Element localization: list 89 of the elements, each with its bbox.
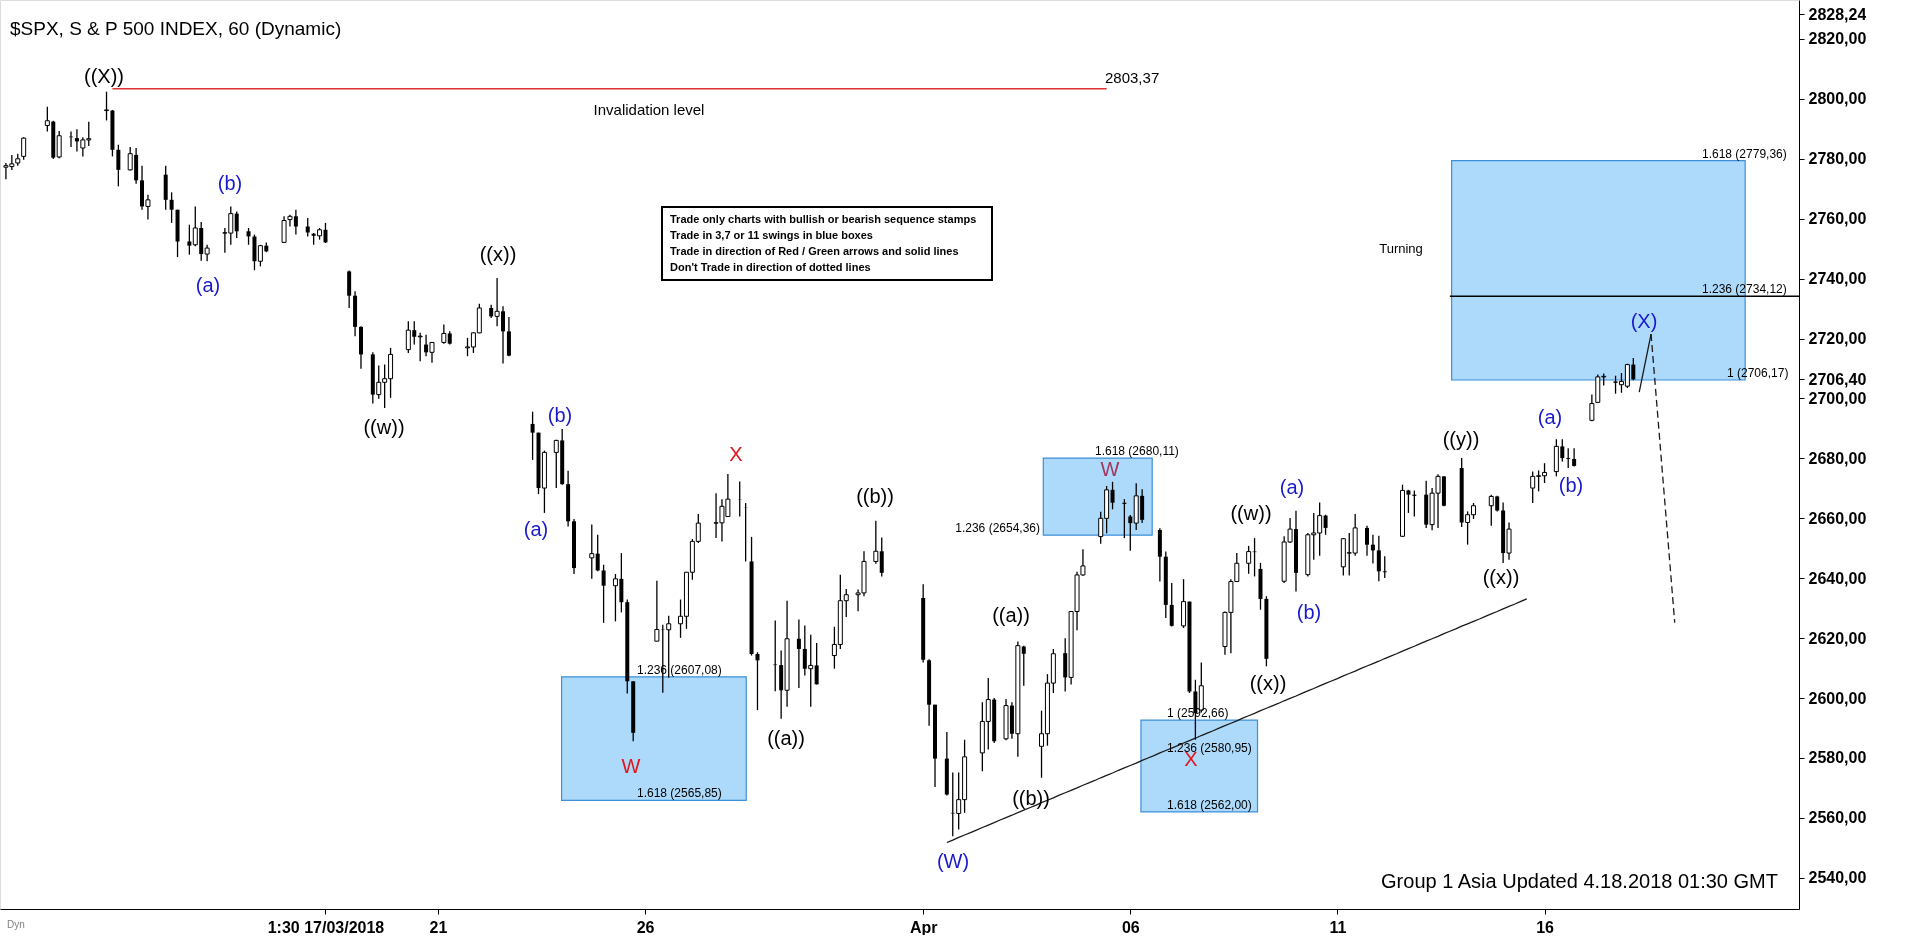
annotation: (b)	[217, 172, 243, 194]
candlestick	[116, 144, 121, 187]
annotation: ((a))	[992, 604, 1030, 626]
annotation: 1.236 (2654,36)	[955, 521, 1040, 535]
y-tick-label: 2600,00	[1808, 689, 1867, 707]
annotation: (b)	[1558, 474, 1584, 496]
y-tick-label: 2540,00	[1808, 869, 1867, 887]
candlestick	[595, 534, 600, 572]
candlestick	[755, 651, 760, 711]
text: $SPX, S & P 500 INDEX, 60 (Dynamic)	[10, 18, 342, 39]
annotation: (b)	[1296, 601, 1322, 623]
candlestick	[104, 91, 110, 122]
candlestick	[1566, 447, 1571, 469]
annotation: 1.618 (2562,00)	[1167, 797, 1252, 812]
line-series	[946, 598, 1528, 844]
y-tick-label: 2680,00	[1808, 449, 1867, 467]
candlestick	[169, 191, 174, 224]
y-tick-label: 2706,40	[1808, 370, 1867, 388]
annotation: W	[621, 755, 641, 777]
candlestick	[21, 136, 27, 161]
candlestick	[1589, 393, 1595, 422]
candlestick	[589, 523, 595, 580]
candlestick	[1246, 545, 1252, 575]
annotation: X	[729, 443, 743, 465]
candlestick	[441, 323, 447, 345]
annotation: 1.618 (2779,36)	[1702, 146, 1787, 161]
annotation: Turning	[1379, 241, 1423, 256]
x-tick-label: 26	[636, 918, 655, 936]
y-tick-label: 2760,00	[1808, 210, 1867, 228]
x-tick-label: 11	[1329, 918, 1347, 936]
candlestick	[1110, 481, 1115, 510]
annotation: ((w))	[1230, 502, 1272, 524]
annotation: (a)	[195, 274, 221, 296]
annotation: ((x))	[479, 243, 517, 265]
annotation: (a)	[1279, 476, 1305, 498]
y-tick-label: 2620,00	[1808, 629, 1867, 647]
annotation: Group 1 Asia Updated 4.18.2018 01:30 GMT	[1381, 870, 1778, 892]
y-tick-label: 2800,00	[1808, 90, 1867, 108]
x-tick-label: 16	[1536, 918, 1555, 936]
annotation: ((b))	[856, 485, 894, 507]
annotation: ((a))	[767, 727, 805, 749]
y-tick-label: 2700,00	[1808, 389, 1867, 407]
candlestick	[1323, 514, 1328, 536]
candlestick	[1382, 555, 1387, 579]
candlestick	[234, 210, 239, 239]
candlestick	[530, 411, 535, 461]
annotation: (b)	[547, 404, 573, 426]
annotation: Invalidation level	[593, 101, 705, 118]
candlestick	[1365, 525, 1369, 557]
annotation: ((x))	[1482, 566, 1520, 588]
x-tick-label: 06	[1121, 918, 1140, 936]
candlestick	[873, 520, 879, 565]
candlestick	[281, 215, 287, 244]
candlestick	[796, 618, 801, 689]
y-tick-label: 2580,00	[1808, 749, 1867, 767]
x-tick-label: Apr	[909, 918, 938, 936]
annotation: 1.618 (2565,85)	[637, 786, 722, 801]
annotation: Trade only charts with bullish or bearish sequence stamps Trade in 3,7 or 11 swings in blue boxes Trade in direction of Red / Green arrows and solid lines Don't Trade in direction of dotted lines	[670, 213, 977, 273]
annotation: W	[1100, 458, 1120, 480]
candlestick	[601, 564, 606, 624]
annotation: 2803,37	[1105, 69, 1160, 86]
y-tick-label: 2780,00	[1808, 150, 1867, 168]
y-tick-label: 2640,00	[1808, 569, 1867, 587]
candlestick	[1376, 535, 1381, 582]
y-tick-label: 2720,00	[1808, 330, 1867, 348]
annotation: ((x))	[1249, 672, 1287, 694]
annotation: ((X))	[84, 65, 124, 87]
annotation: (X)	[1630, 310, 1658, 332]
candlestick	[56, 130, 62, 159]
candlestick	[1169, 582, 1174, 628]
annotation: ((w))	[363, 416, 405, 438]
annotation: (a)	[523, 518, 549, 540]
candlestick	[1128, 514, 1133, 552]
text: Dyn	[7, 919, 25, 930]
annotation: ((y))	[1442, 428, 1480, 450]
annotation: (a)	[1537, 406, 1563, 428]
y-tick-label: 2740,00	[1808, 270, 1867, 288]
candlestick	[814, 642, 819, 686]
x-tick-label: 21	[429, 918, 448, 936]
annotation: 1.618 (2680,11)	[1095, 444, 1179, 459]
y-tick-label: 2560,00	[1808, 809, 1867, 827]
y-tick-label: 2820,00	[1808, 30, 1867, 48]
candlestick	[187, 224, 192, 256]
candlestick	[879, 536, 884, 578]
y-tick-label: 2828,24	[1808, 5, 1867, 23]
x-tick-label: 1:30 17/03/2018	[267, 918, 385, 936]
annotation: (W)	[936, 850, 970, 872]
y-tick-label: 2660,00	[1808, 509, 1867, 527]
annotation: ((b))	[1012, 787, 1050, 809]
